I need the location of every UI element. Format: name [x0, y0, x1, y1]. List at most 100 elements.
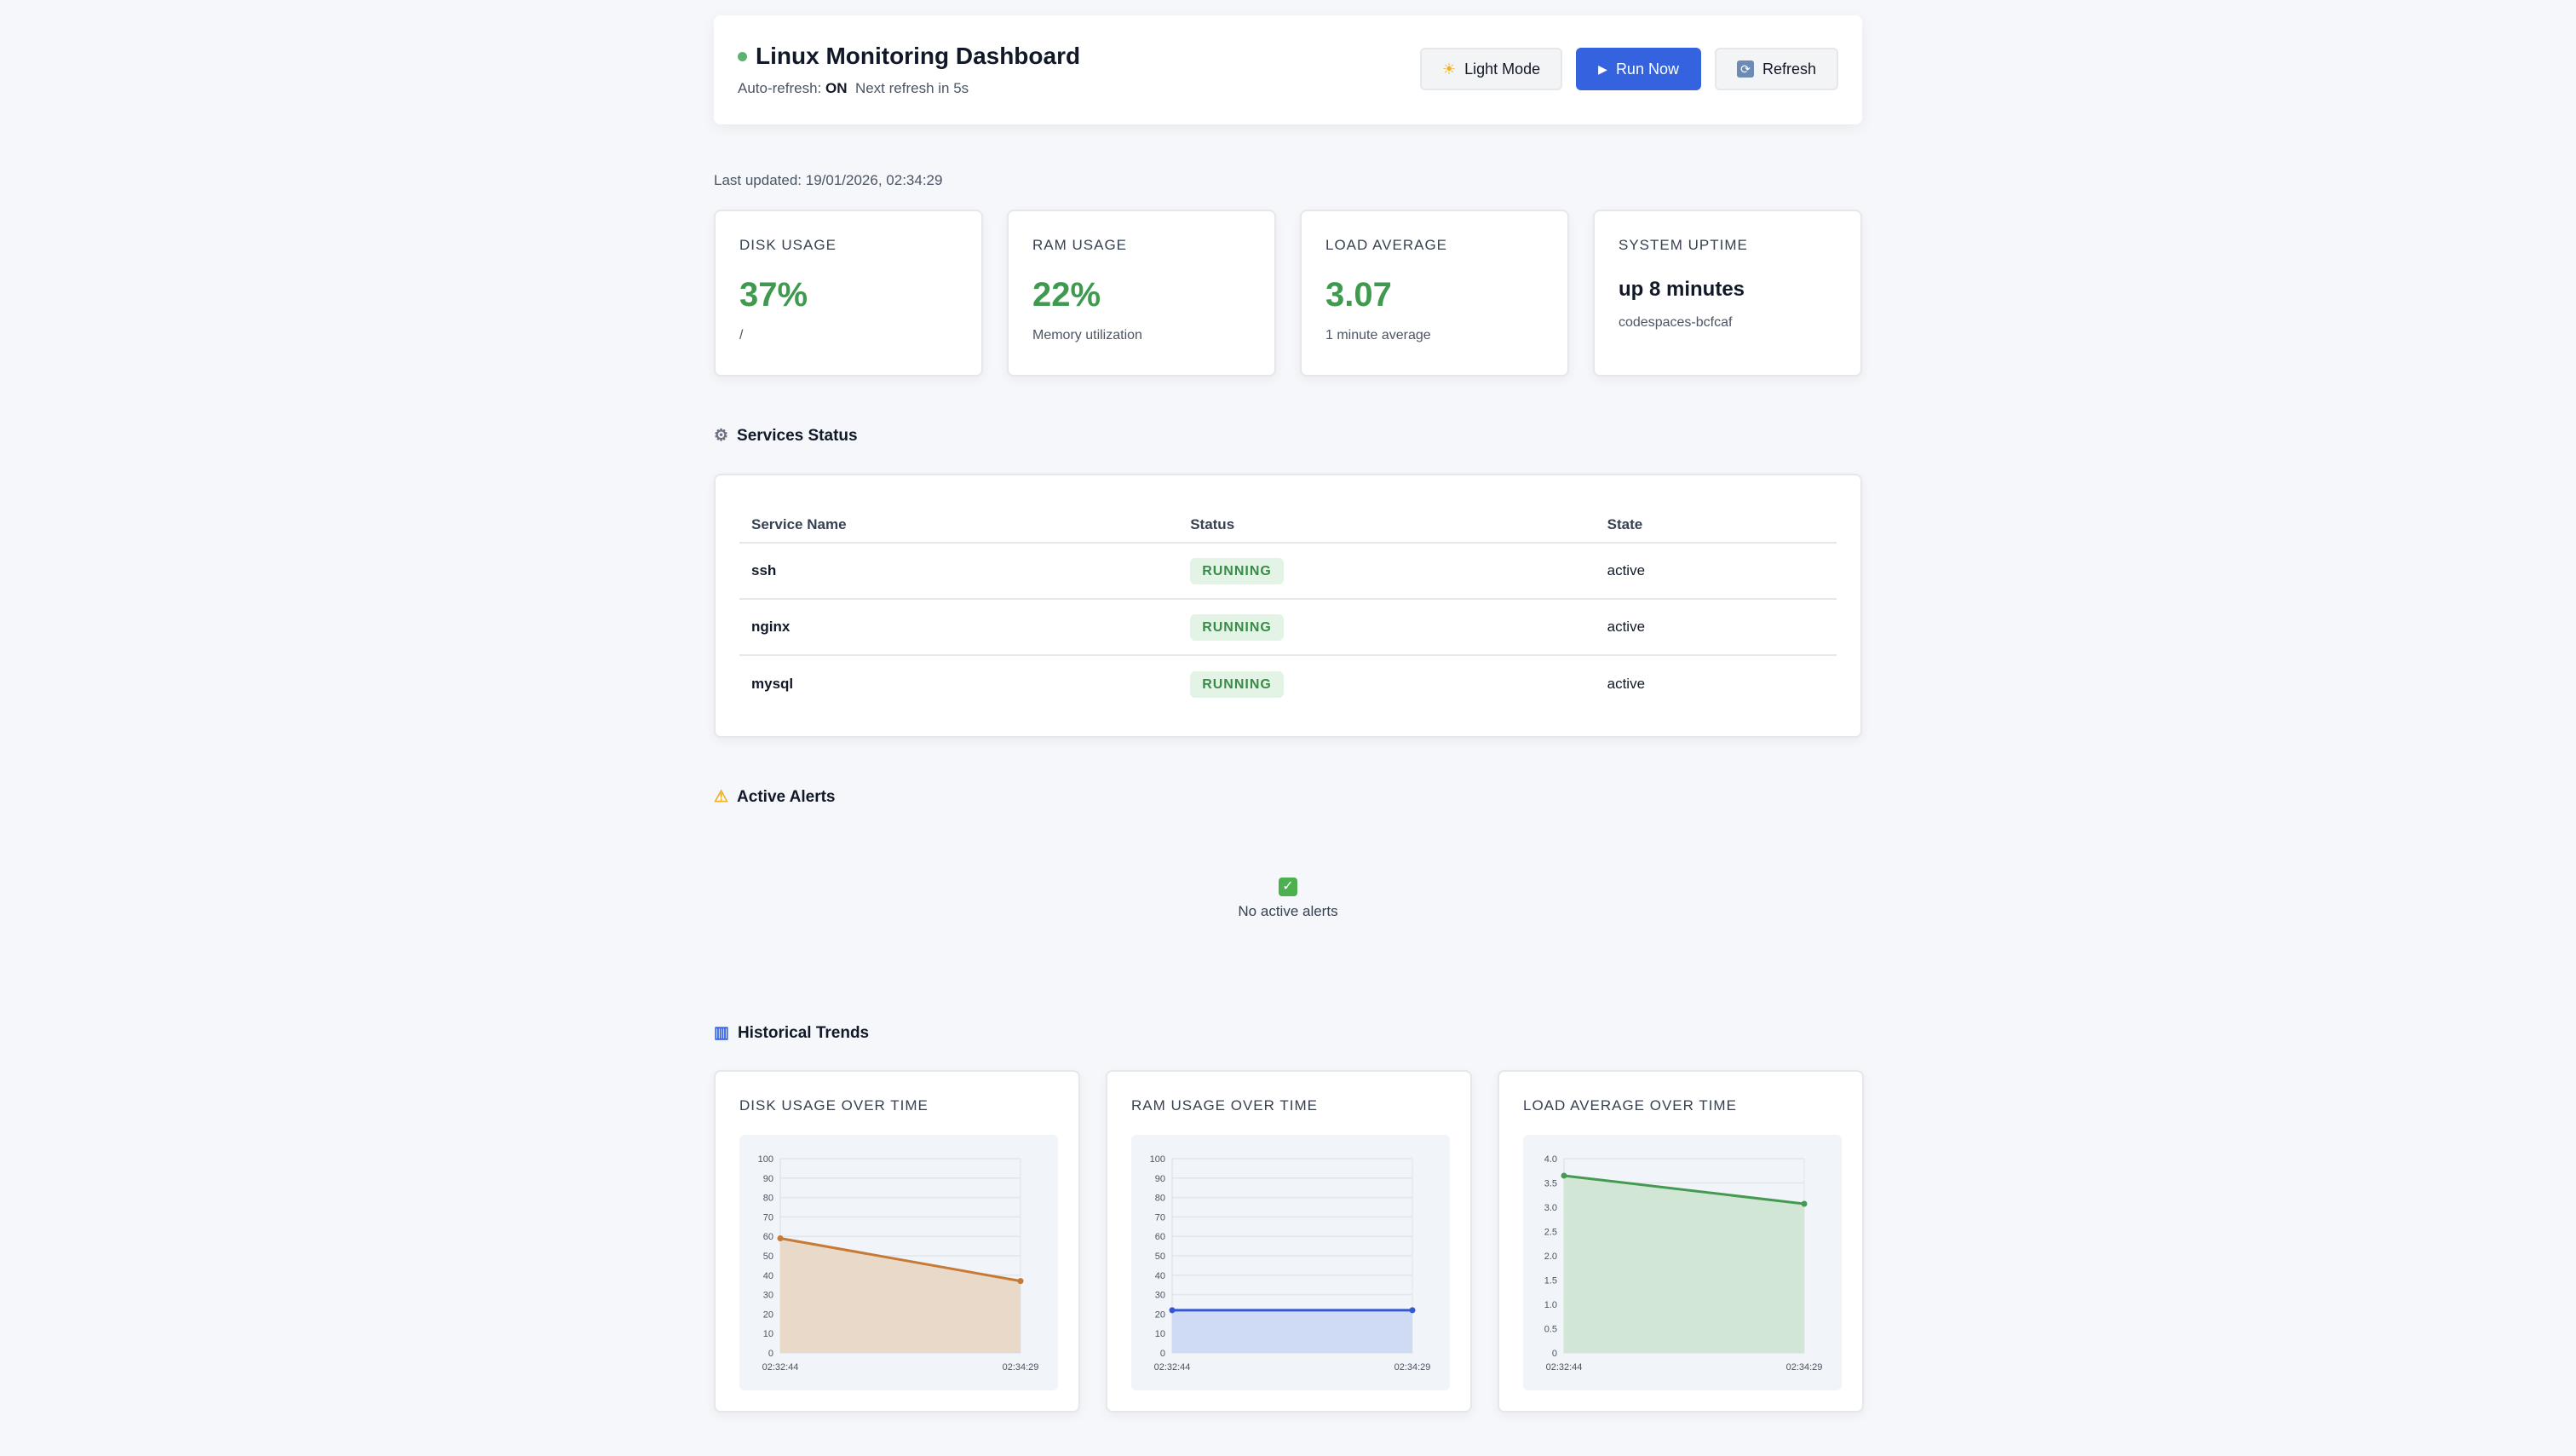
y-tick-label: 0: [1160, 1349, 1165, 1359]
y-tick-label: 50: [1155, 1252, 1165, 1262]
services-table: Service Name Status State ssh RUNNING active…: [739, 499, 1837, 711]
y-tick-label: 1.5: [1544, 1276, 1557, 1286]
data-point: [1561, 1172, 1567, 1179]
light-mode-button[interactable]: ☀ Light Mode: [1419, 48, 1563, 90]
stat-desc: /: [739, 328, 744, 342]
service-state: active: [1595, 543, 1837, 600]
chart-title: LOAD AVERAGE OVER TIME: [1523, 1097, 1737, 1114]
y-tick-label: 100: [1150, 1154, 1165, 1165]
disk-usage-chart: 0 10 20 30 40 50 60 70 80 90 100 02:32:44 02:34:29: [758, 1154, 1039, 1373]
data-point: [777, 1234, 784, 1241]
series-line: [779, 1237, 1021, 1283]
stat-value: up 8 minutes: [1619, 278, 1745, 301]
trends-title: Historical Trends: [737, 1023, 870, 1042]
status-badge: RUNNING: [1190, 558, 1284, 584]
col-state: State: [1595, 499, 1837, 544]
y-tick-label: 30: [1155, 1291, 1165, 1301]
page-title: Linux Monitoring Dashboard: [738, 43, 1080, 70]
y-tick-label: 2.0: [1544, 1252, 1557, 1262]
y-tick-label: 2.5: [1544, 1228, 1557, 1238]
service-name: ssh: [739, 543, 1179, 600]
y-tick-label: 0.5: [1544, 1325, 1557, 1335]
ram-chart-card: RAM USAGE OVER TIME 0 10 20 30 40 50 60 70 80 90 10…: [1106, 1070, 1472, 1413]
alerts-heading: ⚠ Active Alerts: [714, 787, 836, 807]
y-tick-label: 50: [763, 1252, 773, 1262]
y-tick-label: 90: [763, 1174, 773, 1184]
data-point: [1017, 1278, 1024, 1285]
stat-label: LOAD AVERAGE: [1325, 237, 1448, 253]
service-name: nginx: [739, 599, 1179, 656]
table-row: ssh RUNNING active: [739, 543, 1837, 600]
status-badge: RUNNING: [1190, 614, 1284, 641]
y-tick-label: 60: [763, 1232, 773, 1242]
y-tick-label: 1.0: [1544, 1300, 1557, 1310]
y-tick-label: 0: [1552, 1349, 1557, 1359]
refresh-button[interactable]: ⟳ Refresh: [1714, 48, 1838, 90]
y-tick-label: 4.0: [1544, 1154, 1557, 1165]
y-tick-label: 10: [763, 1329, 773, 1339]
y-tick-label: 20: [763, 1309, 773, 1320]
stat-system-uptime: SYSTEM UPTIME up 8 minutes codespaces-bcfc…: [1593, 210, 1862, 377]
load-chart-card: LOAD AVERAGE OVER TIME 0 0.5 1.0 1.5 2.0 2.5 3.…: [1498, 1070, 1864, 1413]
next-refresh: Next refresh in 5s: [854, 80, 969, 96]
stat-label: SYSTEM UPTIME: [1619, 237, 1748, 253]
trends-heading: ▥ Historical Trends: [714, 1023, 869, 1043]
stat-value: 22%: [1032, 276, 1101, 314]
y-tick-label: 60: [1155, 1232, 1165, 1242]
refresh-label: Refresh: [1762, 60, 1816, 78]
service-state: active: [1595, 599, 1837, 656]
stat-desc: 1 minute average: [1325, 328, 1431, 342]
y-tick-label: 3.0: [1544, 1203, 1557, 1213]
alerts-empty-state: ✓ No active alerts: [714, 878, 1862, 920]
services-table-card: Service Name Status State ssh RUNNING active…: [714, 474, 1862, 738]
x-tick-label: 02:32:44: [1546, 1362, 1583, 1373]
refresh-icon: ⟳: [1736, 60, 1754, 78]
y-tick-label: 70: [1155, 1212, 1165, 1223]
stat-ram-usage: RAM USAGE 22% Memory utilization: [1007, 210, 1276, 377]
stat-value: 37%: [739, 276, 808, 314]
ram-usage-chart: 0 10 20 30 40 50 60 70 80 90 100 02:32:44 02:34:29: [1150, 1154, 1431, 1373]
y-tick-label: 30: [763, 1291, 773, 1301]
status-badge: RUNNING: [1190, 670, 1284, 698]
y-tick-label: 20: [1155, 1309, 1165, 1320]
y-tick-label: 100: [758, 1154, 773, 1165]
warning-icon: ⚠: [714, 788, 729, 806]
no-alerts-text: No active alerts: [1238, 903, 1338, 919]
bar-chart-icon: ▥: [714, 1024, 729, 1042]
stat-value: 3.07: [1325, 276, 1392, 314]
chart-title: RAM USAGE OVER TIME: [1131, 1097, 1318, 1114]
x-tick-label: 02:34:29: [1003, 1362, 1039, 1373]
check-icon: ✓: [1279, 878, 1297, 896]
table-row: mysql RUNNING active: [739, 655, 1837, 711]
stat-desc: Memory utilization: [1032, 328, 1142, 342]
chart-title: DISK USAGE OVER TIME: [739, 1097, 929, 1114]
services-title: Services Status: [737, 426, 858, 445]
data-point: [1801, 1200, 1808, 1207]
service-state: active: [1607, 675, 1646, 692]
data-point: [1409, 1307, 1416, 1314]
auto-refresh-status: Auto-refresh: ON Next refresh in 5s: [738, 80, 969, 97]
series-line: [1563, 1174, 1805, 1206]
area-fill: [780, 1238, 1021, 1353]
light-mode-label: Light Mode: [1464, 60, 1541, 78]
y-tick-label: 80: [763, 1194, 773, 1204]
run-now-label: Run Now: [1615, 60, 1679, 78]
area-fill: [1172, 1309, 1412, 1353]
run-now-button[interactable]: ▶ Run Now: [1576, 48, 1701, 90]
stat-label: RAM USAGE: [1032, 237, 1128, 253]
y-tick-label: 70: [763, 1212, 773, 1223]
x-tick-label: 02:32:44: [1154, 1362, 1191, 1373]
col-status: Status: [1178, 499, 1596, 544]
header-card: Linux Monitoring Dashboard Auto-refresh:…: [714, 15, 1862, 124]
y-tick-label: 0: [768, 1349, 773, 1359]
data-point: [1169, 1307, 1176, 1314]
y-tick-label: 40: [763, 1271, 773, 1281]
disk-chart-card: DISK USAGE OVER TIME 0 10 20 30 40 50 60 70 80 90 1…: [714, 1070, 1080, 1413]
stat-label: DISK USAGE: [739, 237, 837, 253]
sun-icon: ☀: [1441, 60, 1457, 78]
alerts-title: Active Alerts: [737, 787, 836, 806]
services-heading: ⚙ Services Status: [714, 426, 858, 446]
stat-desc: codespaces-bcfcaf: [1619, 315, 1733, 330]
stat-disk-usage: DISK USAGE 37% /: [714, 210, 983, 377]
status-dot-icon: [738, 51, 747, 61]
